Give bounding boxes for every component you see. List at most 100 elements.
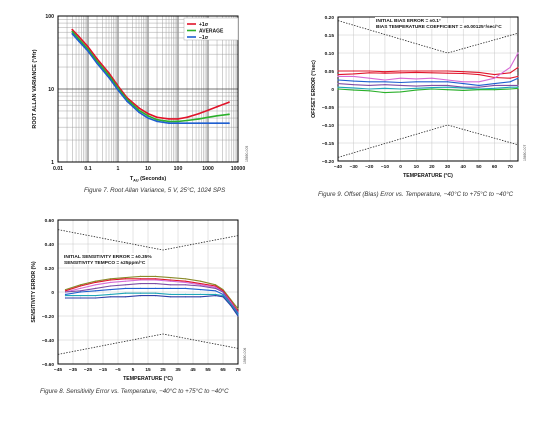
data-point-3	[337, 79, 339, 81]
data-point-5	[124, 292, 127, 294]
figure-8-caption: Figure 8. Sensitivity Error vs. Temperat…	[40, 388, 229, 395]
x-tick-label: 25	[160, 367, 166, 373]
chart-root-allan-variance: 0.01 0.1 1 10 100 1000 10000 1 10 100 TAU (Seconds…	[32, 14, 249, 183]
data-point-6	[462, 89, 464, 92]
annotation-bg	[63, 259, 140, 265]
data-point-4	[154, 287, 157, 289]
data-point-6	[509, 88, 511, 90]
data-point-2	[368, 77, 370, 79]
data-point-6	[199, 296, 202, 298]
data-point-3	[199, 285, 202, 287]
x-tick-label: 65	[220, 367, 226, 373]
y-tick-label: 0	[331, 87, 334, 93]
data-point-2	[400, 77, 402, 79]
data-point-4	[139, 287, 142, 289]
data-point-3	[400, 81, 402, 84]
data-point-3	[431, 81, 433, 83]
plot-frame	[57, 219, 239, 365]
x-tick-label: −20	[365, 164, 373, 170]
data-point-1	[177, 120, 179, 123]
data-point-2	[87, 50, 89, 53]
data-point-0	[222, 289, 224, 291]
data-point-3	[139, 283, 142, 285]
data-point-0	[71, 28, 74, 31]
data-point-5	[79, 295, 82, 297]
data-point-5	[64, 295, 67, 297]
data-point-4	[353, 84, 355, 86]
data-point-0	[415, 70, 417, 72]
x-tick-label: 100	[174, 166, 183, 172]
data-point-0	[446, 70, 449, 72]
data-point-2	[79, 287, 82, 289]
data-point-2	[228, 122, 230, 125]
data-point-2	[478, 81, 480, 83]
x-tick-label: 15	[145, 367, 151, 373]
x-tick-label: 20	[429, 164, 435, 170]
data-point-4	[94, 290, 97, 292]
data-point-1	[124, 278, 127, 280]
data-point-0	[353, 70, 355, 72]
y-tick-label: −0.60	[42, 362, 54, 368]
data-point-6	[337, 88, 339, 90]
data-point-2	[124, 280, 127, 282]
data-point-3	[493, 83, 496, 85]
data-point-3	[368, 81, 370, 83]
data-point-5	[368, 88, 370, 90]
data-point-1	[216, 114, 218, 117]
x-tick-label: 10000	[231, 166, 246, 172]
data-point-6	[353, 89, 355, 91]
y-tick-label: −0.10	[322, 123, 334, 129]
x-tick-label: 45	[190, 367, 196, 373]
data-point-0	[216, 105, 218, 108]
data-point-4	[384, 84, 386, 86]
data-point-2	[138, 111, 140, 114]
data-point-5	[222, 295, 224, 297]
data-point-1	[431, 72, 433, 74]
data-point-0	[478, 71, 480, 74]
data-point-4	[222, 293, 224, 295]
data-point-4	[478, 86, 480, 88]
figure-code: 15690-005	[245, 146, 249, 162]
data-point-2	[446, 79, 449, 81]
data-point-0	[462, 71, 464, 73]
legend-label: +1σ	[199, 22, 209, 28]
data-point-2	[94, 284, 97, 286]
data-point-6	[493, 89, 496, 91]
data-point-5	[139, 292, 142, 294]
data-point-4	[400, 84, 402, 86]
data-point-2	[353, 75, 355, 77]
data-point-0	[431, 70, 433, 72]
data-point-4	[431, 84, 433, 86]
series-line-4	[65, 287, 239, 314]
series-line-2	[338, 52, 519, 83]
data-point-0	[139, 275, 142, 277]
data-point-0	[138, 107, 140, 109]
x-tick-label: −35	[69, 367, 77, 373]
data-point-5	[493, 87, 496, 89]
data-point-6	[139, 295, 142, 297]
data-point-1	[517, 75, 519, 77]
data-point-5	[431, 86, 433, 89]
data-point-2	[462, 81, 464, 83]
figure-9: −40 −30 −20 −10 0 10 20 30 40 50 60 70 −0.20 −0.15 −0.…	[296, 0, 557, 190]
data-point-0	[184, 278, 187, 280]
data-point-1	[400, 72, 402, 74]
x-tick-label: 1	[117, 166, 120, 172]
data-point-2	[517, 52, 519, 54]
data-point-0	[64, 289, 67, 291]
data-point-3	[509, 81, 511, 83]
data-point-1	[198, 117, 200, 120]
data-point-4	[493, 84, 496, 86]
annotation-bg	[375, 23, 495, 29]
data-point-4	[184, 287, 187, 289]
data-point-3	[478, 84, 480, 86]
data-point-0	[109, 278, 112, 280]
series-line-3	[65, 283, 239, 313]
data-point-0	[154, 275, 157, 277]
data-point-0	[124, 277, 127, 279]
chart-sensitivity-error: −45 −35 −25 −15 −5 5 15 25 35 45 55 65 75 −0.60 −0.40 −…	[31, 218, 247, 382]
y-tick-label: 0.20	[45, 266, 55, 272]
x-tick-label: 50	[476, 164, 482, 170]
data-point-2	[154, 279, 157, 281]
data-point-3	[415, 81, 417, 83]
